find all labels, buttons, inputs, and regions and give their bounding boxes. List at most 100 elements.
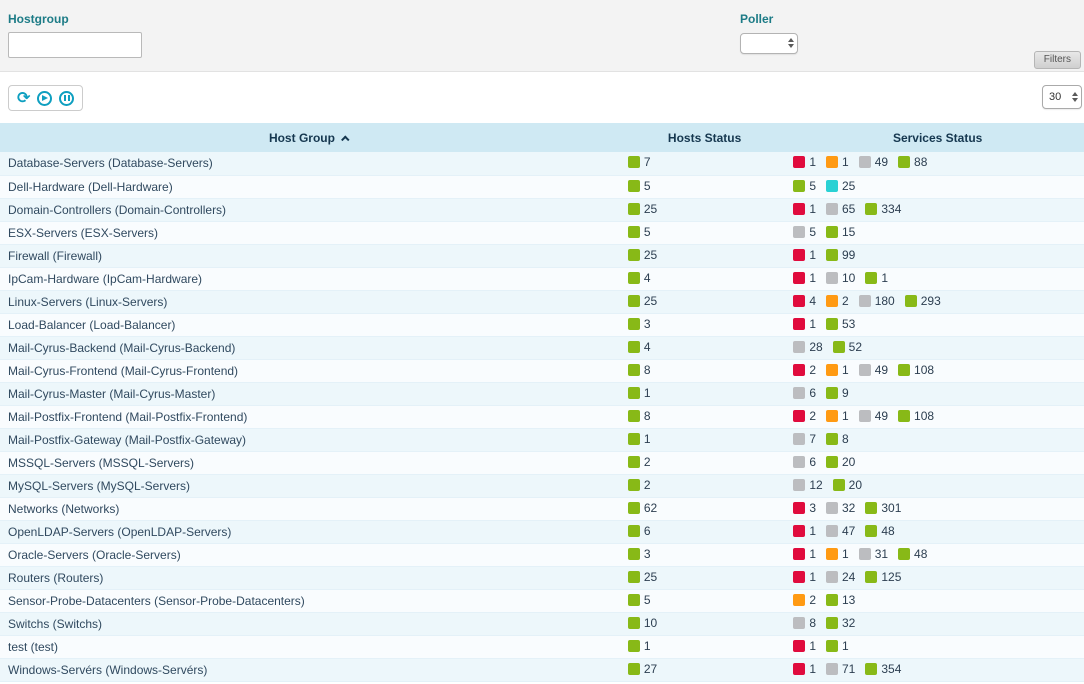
red-status-square-icon: [793, 524, 806, 537]
status-badge-gray: 49: [858, 409, 888, 423]
pause-button[interactable]: [59, 90, 75, 106]
hostgroup-name[interactable]: MSSQL-Servers (MSSQL-Servers): [8, 455, 195, 470]
status-badge-green: 5: [627, 225, 651, 239]
hostgroup-name[interactable]: Routers (Routers): [8, 570, 104, 585]
column-header-hosts-status[interactable]: Hosts Status: [617, 123, 792, 152]
status-badge-green: 1: [865, 271, 888, 285]
status-badge-green: 125: [865, 570, 901, 584]
status-count: 99: [842, 247, 856, 262]
status-count: 2: [643, 477, 651, 492]
page-size-select[interactable]: 30: [1042, 85, 1082, 109]
status-count: 8: [643, 362, 651, 377]
hosts-status-cell: 3: [618, 313, 791, 336]
select-stepper-icon: [788, 38, 794, 48]
status-badge-orange: 1: [826, 409, 849, 423]
green-status-square-icon: [627, 432, 640, 445]
hostgroup-name[interactable]: IpCam-Hardware (IpCam-Hardware): [8, 271, 203, 286]
hostgroup-name[interactable]: Sensor-Probe-Datacenters (Sensor-Probe-D…: [8, 593, 305, 608]
green-status-square-icon: [826, 386, 838, 399]
services-status-cell: 8 32: [791, 612, 1084, 635]
hostgroup-name[interactable]: ESX-Servers (ESX-Servers): [8, 225, 159, 240]
hostgroup-name[interactable]: test (test): [8, 639, 59, 654]
status-badge-red: 1: [793, 248, 816, 262]
hostgroup-name[interactable]: Firewall (Firewall): [8, 248, 103, 263]
orange-status-square-icon: [826, 156, 838, 169]
status-badge-green: 53: [826, 317, 855, 331]
hostgroup-name[interactable]: Dell-Hardware (Dell-Hardware): [8, 179, 173, 194]
green-status-square-icon: [826, 616, 838, 629]
status-badge-gray: 5: [793, 225, 816, 239]
status-count: 6: [809, 385, 816, 400]
hostgroup-name[interactable]: OpenLDAP-Servers (OpenLDAP-Servers): [8, 524, 232, 539]
services-status-cell: 5 15: [791, 221, 1084, 244]
hostgroup-name[interactable]: Switchs (Switchs): [8, 616, 103, 631]
green-status-square-icon: [898, 409, 911, 422]
status-count: 108: [914, 408, 935, 423]
filter-panel: Hostgroup Poller Filters: [0, 0, 1084, 72]
status-count: 65: [842, 201, 856, 216]
green-status-square-icon: [627, 340, 640, 353]
gray-status-square-icon: [826, 501, 838, 514]
hostgroup-name[interactable]: Mail-Postfix-Frontend (Mail-Postfix-Fron…: [8, 409, 248, 424]
red-status-square-icon: [793, 294, 806, 307]
status-badge-gray: 12: [793, 478, 823, 492]
select-stepper-icon: [1072, 92, 1078, 102]
play-button[interactable]: [37, 90, 53, 106]
status-badge-green: 334: [865, 202, 901, 216]
status-badge-gray: 31: [858, 547, 888, 561]
status-badge-gray: 47: [826, 524, 855, 538]
table-row: Networks (Networks) 62 3 32 301: [0, 497, 1084, 520]
status-badge-orange: 2: [826, 294, 849, 308]
status-count: 3: [643, 546, 651, 561]
green-status-square-icon: [627, 363, 640, 376]
hostgroup-name[interactable]: Mail-Cyrus-Frontend (Mail-Cyrus-Frontend…: [8, 363, 239, 378]
hostgroup-name[interactable]: Domain-Controllers (Domain-Controllers): [8, 202, 227, 217]
status-badge-green: 10: [627, 616, 657, 630]
status-badge-red: 3: [793, 501, 816, 515]
services-status-cell: 3 32 301: [791, 497, 1084, 520]
filters-toggle-button[interactable]: Filters: [1033, 51, 1081, 69]
hostgroup-name[interactable]: MySQL-Servers (MySQL-Servers): [8, 478, 191, 493]
status-count: 5: [809, 178, 816, 193]
status-badge-green: 15: [826, 225, 855, 239]
status-badge-green: 2: [627, 477, 651, 492]
status-badge-gray: 10: [826, 271, 855, 285]
hostgroup-name[interactable]: Database-Servers (Database-Servers): [8, 156, 213, 171]
gray-status-square-icon: [858, 409, 871, 422]
green-status-square-icon: [627, 317, 640, 330]
hostgroup-name[interactable]: Oracle-Servers (Oracle-Servers): [8, 547, 181, 562]
hostgroup-name[interactable]: Mail-Cyrus-Backend (Mail-Cyrus-Backend): [8, 340, 236, 355]
hostgroup-name[interactable]: Windows-Servérs (Windows-Servérs): [8, 662, 208, 677]
hostgroup-name[interactable]: Networks (Networks): [8, 501, 120, 516]
table-row: Windows-Servérs (Windows-Servérs) 27 1 71…: [0, 658, 1084, 681]
services-status-cell: 2 1 49 108: [791, 405, 1084, 428]
refresh-button[interactable]: ⟳: [17, 90, 30, 106]
status-count: 53: [842, 316, 856, 331]
hostgroup-name[interactable]: Load-Balancer (Load-Balancer): [8, 317, 176, 332]
services-status-header-label: Services Status: [892, 130, 983, 145]
hostgroup-name[interactable]: Linux-Servers (Linux-Servers): [8, 294, 168, 309]
services-status-cell: 1 10 1: [791, 267, 1084, 290]
status-count: 1: [842, 155, 849, 170]
hostgroup-input[interactable]: [8, 32, 142, 58]
green-status-square-icon: [627, 547, 640, 560]
table-row: MySQL-Servers (MySQL-Servers) 2 12 20: [0, 474, 1084, 497]
status-badge-green: 293: [904, 294, 941, 308]
status-badge-red: 1: [793, 155, 816, 169]
status-badge-red: 1: [793, 202, 816, 216]
status-count: 10: [842, 270, 856, 285]
table-row: Oracle-Servers (Oracle-Servers) 3 1 1 31 48: [0, 543, 1084, 566]
status-badge-green: 8: [826, 432, 849, 446]
status-count: 2: [643, 454, 651, 469]
status-count: 4: [809, 293, 816, 308]
status-badge-orange: 1: [826, 363, 849, 377]
column-header-services-status[interactable]: Services Status: [791, 123, 1084, 152]
orange-status-square-icon: [826, 547, 838, 560]
column-header-host-group[interactable]: Host Group: [0, 123, 618, 152]
hostgroup-name[interactable]: Mail-Postfix-Gateway (Mail-Postfix-Gatew…: [8, 432, 247, 447]
refresh-icon: ⟳: [17, 88, 31, 107]
poller-select[interactable]: [740, 32, 798, 54]
hostgroup-name[interactable]: Mail-Cyrus-Master (Mail-Cyrus-Master): [8, 386, 216, 401]
